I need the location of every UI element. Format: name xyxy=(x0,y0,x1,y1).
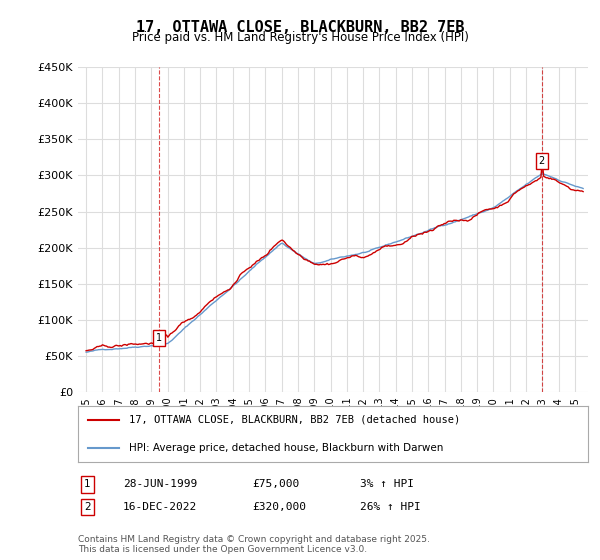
Text: 26% ↑ HPI: 26% ↑ HPI xyxy=(360,502,421,512)
Text: 28-JUN-1999: 28-JUN-1999 xyxy=(123,479,197,489)
Text: 1: 1 xyxy=(84,479,91,489)
Text: 2: 2 xyxy=(539,156,545,166)
Text: 3% ↑ HPI: 3% ↑ HPI xyxy=(360,479,414,489)
Text: 16-DEC-2022: 16-DEC-2022 xyxy=(123,502,197,512)
Text: 1: 1 xyxy=(156,333,163,343)
Text: HPI: Average price, detached house, Blackburn with Darwen: HPI: Average price, detached house, Blac… xyxy=(129,443,443,453)
Text: 17, OTTAWA CLOSE, BLACKBURN, BB2 7EB (detached house): 17, OTTAWA CLOSE, BLACKBURN, BB2 7EB (de… xyxy=(129,415,460,425)
Text: Contains HM Land Registry data © Crown copyright and database right 2025.
This d: Contains HM Land Registry data © Crown c… xyxy=(78,535,430,554)
Text: 2: 2 xyxy=(84,502,91,512)
Text: 17, OTTAWA CLOSE, BLACKBURN, BB2 7EB: 17, OTTAWA CLOSE, BLACKBURN, BB2 7EB xyxy=(136,20,464,35)
Text: Price paid vs. HM Land Registry's House Price Index (HPI): Price paid vs. HM Land Registry's House … xyxy=(131,31,469,44)
Text: £75,000: £75,000 xyxy=(252,479,299,489)
Text: £320,000: £320,000 xyxy=(252,502,306,512)
